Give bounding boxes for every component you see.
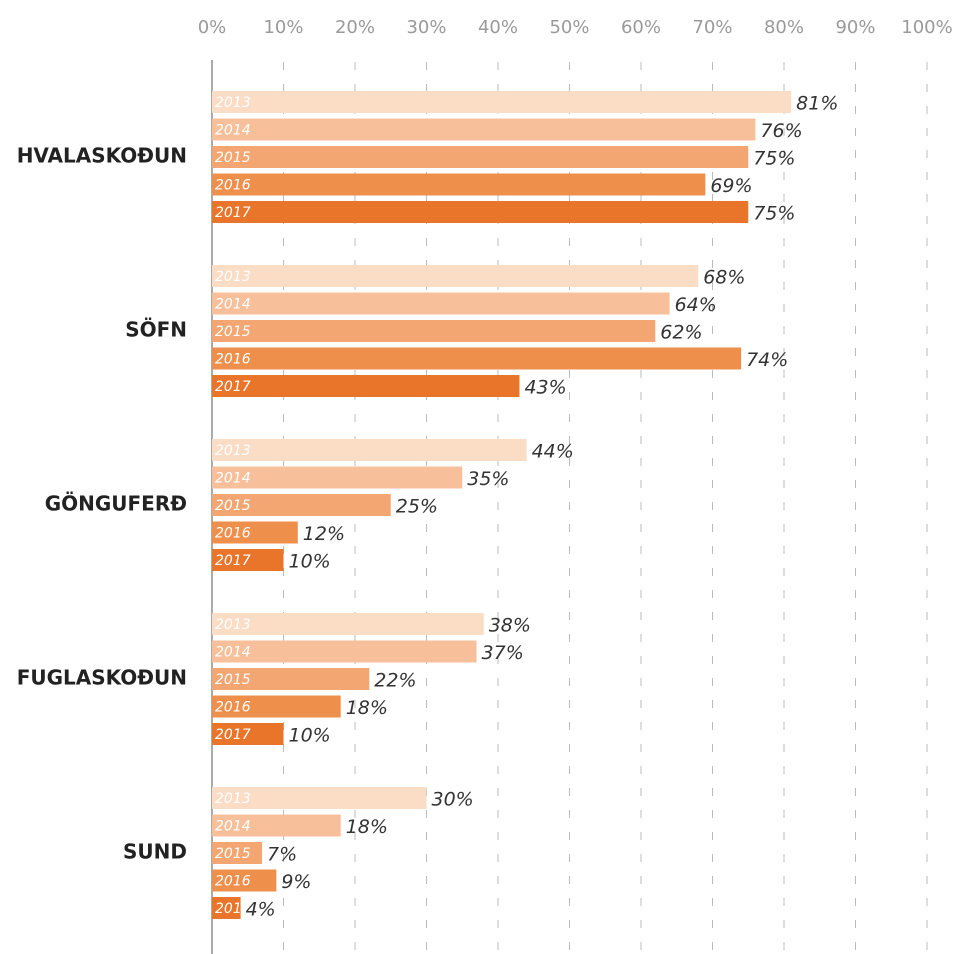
series-name: 2014 (215, 819, 251, 835)
value-label: 22% (374, 670, 416, 692)
series-name: 2014 (215, 297, 251, 313)
bar (212, 466, 463, 489)
series-name: 2015 (215, 498, 251, 514)
x-tick-label: 20% (335, 17, 375, 38)
value-label: 25% (396, 496, 438, 518)
bar (212, 320, 656, 342)
bar (212, 613, 484, 635)
series-name: 2014 (215, 645, 251, 661)
series-name: 2016 (215, 700, 251, 716)
value-label: 4% (246, 899, 276, 921)
series-name: 2016 (215, 526, 251, 542)
category-label: SUND (123, 840, 187, 864)
bar (212, 640, 477, 663)
bar (212, 173, 706, 196)
series-name: 2017 (215, 727, 251, 743)
bar (212, 292, 670, 315)
category-label: GÖNGUFERÐ (45, 492, 187, 516)
x-tick-label: 100% (901, 17, 952, 38)
series-name: 2015 (215, 324, 251, 340)
value-label: 81% (796, 93, 838, 115)
x-tick-label: 90% (835, 17, 875, 38)
x-tick-label: 80% (764, 17, 804, 38)
bar (212, 668, 370, 690)
bar (212, 439, 527, 461)
value-label: 37% (482, 642, 524, 664)
category-label: SÖFN (125, 318, 187, 342)
bar (212, 146, 749, 168)
series-name: 2017 (215, 379, 251, 395)
series-name: 2013 (215, 791, 251, 807)
value-label: 12% (303, 523, 345, 545)
bar (212, 842, 263, 864)
bar (212, 91, 792, 113)
value-label: 75% (753, 203, 795, 225)
series-name: 2013 (215, 95, 251, 111)
value-label: 43% (524, 377, 566, 399)
x-tick-label: 50% (549, 17, 589, 38)
value-label: 38% (489, 615, 531, 637)
series-name: 2013 (215, 269, 251, 285)
series-name: 2017 (215, 901, 251, 917)
value-label: 74% (746, 349, 788, 371)
bar (212, 494, 391, 516)
category-label: HVALASKOÐUN (17, 144, 187, 168)
series-name: 2016 (215, 874, 251, 890)
value-label: 68% (703, 267, 745, 289)
bar (212, 375, 520, 397)
x-tick-label: 60% (621, 17, 661, 38)
x-tick-label: 30% (406, 17, 446, 38)
bar (212, 869, 277, 892)
bar (212, 521, 298, 544)
series-name: 2015 (215, 150, 251, 166)
value-label: 30% (432, 789, 474, 811)
series-name: 2014 (215, 123, 251, 139)
bar (212, 787, 427, 809)
x-tick-label: 10% (263, 17, 303, 38)
value-label: 10% (289, 725, 331, 747)
value-label: 44% (532, 441, 574, 463)
bar (212, 347, 742, 370)
value-label: 10% (289, 551, 331, 573)
series-name: 2015 (215, 846, 251, 862)
value-label: 75% (753, 148, 795, 170)
series-name: 2013 (215, 617, 251, 633)
bar (212, 695, 341, 718)
bar (212, 723, 284, 745)
value-label: 64% (675, 294, 717, 316)
bar (212, 897, 241, 919)
series-name: 2017 (215, 205, 251, 221)
series-name: 2017 (215, 553, 251, 569)
x-tick-label: 40% (478, 17, 518, 38)
value-label: 62% (660, 322, 702, 344)
series-name: 2015 (215, 672, 251, 688)
value-label: 69% (710, 175, 752, 197)
bar (212, 118, 756, 141)
bar (212, 814, 341, 837)
series-name: 2016 (215, 178, 251, 194)
value-label: 35% (467, 468, 509, 490)
category-label: FUGLASKOÐUN (17, 666, 187, 690)
value-label: 18% (346, 816, 388, 838)
series-name: 2013 (215, 443, 251, 459)
bar (212, 265, 699, 287)
value-label: 7% (267, 844, 297, 866)
value-label: 9% (281, 871, 311, 893)
series-name: 2014 (215, 471, 251, 487)
series-name: 2016 (215, 352, 251, 368)
x-tick-label: 0% (198, 17, 227, 38)
bar (212, 549, 284, 571)
value-label: 76% (760, 120, 802, 142)
bar (212, 201, 749, 223)
x-tick-label: 70% (692, 17, 732, 38)
value-label: 18% (346, 697, 388, 719)
